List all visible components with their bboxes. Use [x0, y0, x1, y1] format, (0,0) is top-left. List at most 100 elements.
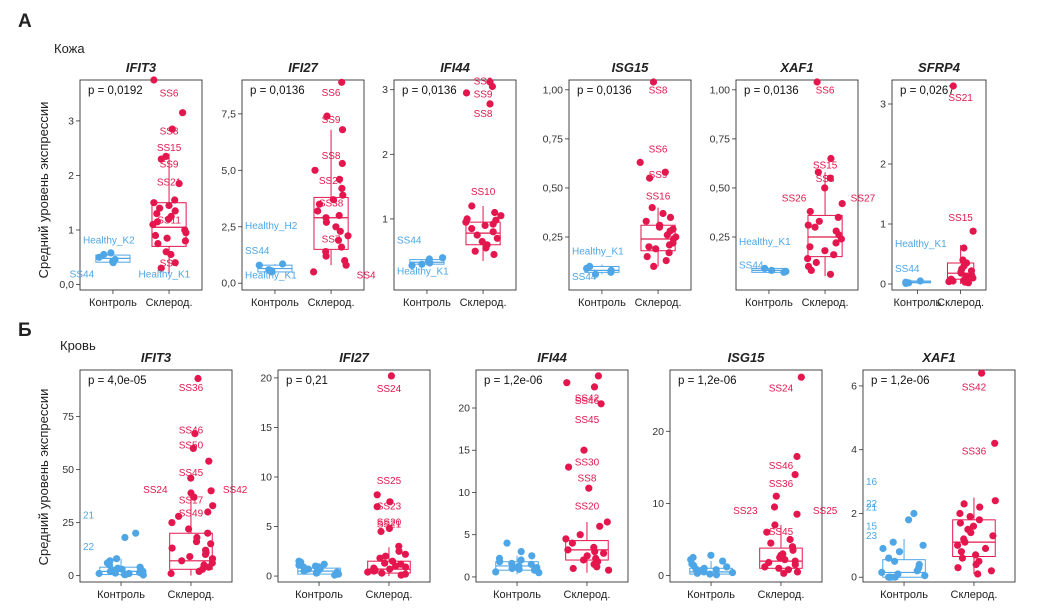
point-scler — [585, 484, 593, 492]
point-scler — [339, 191, 347, 199]
y-tick-label: 2 — [880, 159, 886, 171]
point-scler — [190, 493, 198, 501]
point-scler — [975, 516, 984, 524]
point-scler — [490, 250, 498, 259]
point-scler — [205, 457, 213, 465]
point-control — [919, 541, 927, 549]
point-scler — [603, 518, 611, 526]
point-scler — [960, 500, 968, 508]
point-scler — [767, 539, 775, 547]
point-scler — [168, 544, 176, 552]
point-label: SS36 — [179, 383, 204, 394]
point-control — [916, 277, 924, 285]
point-scler — [489, 228, 497, 236]
point-scler — [482, 244, 490, 252]
x-category-label: Контроль — [745, 297, 793, 309]
point-scler — [806, 243, 814, 251]
point-control — [707, 551, 715, 559]
point-scler — [804, 255, 812, 263]
point-label: SS30 — [575, 457, 600, 468]
point-scler — [648, 204, 656, 212]
point-scler — [402, 563, 410, 571]
panel-a-letter: А — [18, 11, 32, 32]
point-control — [109, 259, 117, 267]
point-scler — [813, 78, 821, 86]
point-control — [105, 561, 114, 569]
point-scler — [564, 546, 572, 554]
point-scler — [594, 372, 603, 380]
point-label: SS10 — [471, 187, 496, 198]
point-scler — [338, 184, 346, 192]
point-control — [527, 560, 535, 568]
point-label: SS24 — [143, 485, 168, 496]
point-scler — [322, 218, 330, 226]
point-scler — [590, 383, 599, 391]
point-scler — [636, 158, 644, 166]
point-label: 23 — [866, 531, 878, 542]
point-scler — [175, 180, 183, 188]
point-scler — [954, 541, 962, 549]
point-control — [780, 268, 788, 276]
point-control — [418, 260, 426, 268]
point-scler — [665, 249, 673, 257]
point-label: SS25 — [377, 476, 402, 487]
y-tick-label: 1 — [880, 219, 886, 231]
point-label: SS8 — [322, 151, 341, 162]
point-label: SS45 — [575, 415, 600, 426]
y-tick-label: 10 — [652, 498, 664, 510]
point-label: SS45 — [769, 527, 794, 538]
point-scler — [364, 568, 372, 576]
point-scler — [569, 564, 577, 573]
point-scler — [335, 175, 344, 183]
panel-a-y-axis-label: Средний уровень экспрессии — [36, 102, 51, 279]
point-control — [331, 571, 339, 579]
plot-title: XAF1 — [921, 350, 955, 365]
plot-title: ISG15 — [728, 350, 766, 365]
point-scler — [967, 529, 975, 537]
point-label: SS20 — [575, 501, 600, 512]
point-scler — [157, 155, 165, 163]
point-label: 15 — [866, 521, 878, 532]
point-scler — [646, 174, 654, 182]
x-category-label: Склерод. — [937, 297, 984, 309]
point-control — [503, 539, 511, 547]
point-scler — [370, 567, 378, 575]
point-scler — [991, 497, 999, 505]
point-control — [889, 538, 897, 546]
point-scler — [171, 196, 179, 204]
point-scler — [605, 566, 613, 574]
point-scler — [791, 561, 799, 569]
point-control — [723, 563, 731, 571]
point-label: SS44 — [70, 269, 95, 280]
point-scler — [493, 234, 501, 242]
point-scler — [385, 524, 393, 533]
y-tick-label: 5 — [266, 521, 272, 533]
point-scler — [310, 268, 318, 276]
point-scler — [655, 223, 664, 231]
plot-a-xaf1: XAF1 p = 0,0136 0,25 0,50 0,75 1,00 Контроль Ск… — [710, 60, 876, 309]
point-scler — [981, 544, 990, 553]
y-tick-label: 2,5 — [221, 221, 236, 233]
point-label: SS8 — [649, 86, 668, 97]
point-scler — [185, 525, 193, 533]
point-label: Healthy_H2 — [245, 221, 298, 232]
plot-a-ifit3: IFIT3 p = 0,0192 0,0 1 2 3 Контроль Склерод. Hea… — [59, 60, 203, 309]
point-scler — [565, 463, 573, 471]
point-scler — [838, 200, 846, 208]
point-label: Healthy_K1 — [895, 239, 947, 250]
point-control — [139, 571, 147, 579]
x-category-label: Контроль — [97, 589, 145, 601]
p-value: p = 0,0136 — [577, 85, 632, 97]
point-scler — [491, 208, 499, 217]
y-tick-label: 5 — [464, 529, 470, 541]
point-scler — [960, 244, 968, 252]
point-scler — [376, 554, 384, 562]
point-scler — [969, 522, 978, 530]
plot-frame — [393, 79, 517, 291]
point-scler — [814, 168, 822, 176]
x-category-label: Контроль — [89, 297, 137, 309]
point-control — [895, 548, 904, 556]
point-scler — [338, 78, 346, 86]
point-scler — [649, 78, 658, 86]
point-scler — [991, 439, 999, 447]
